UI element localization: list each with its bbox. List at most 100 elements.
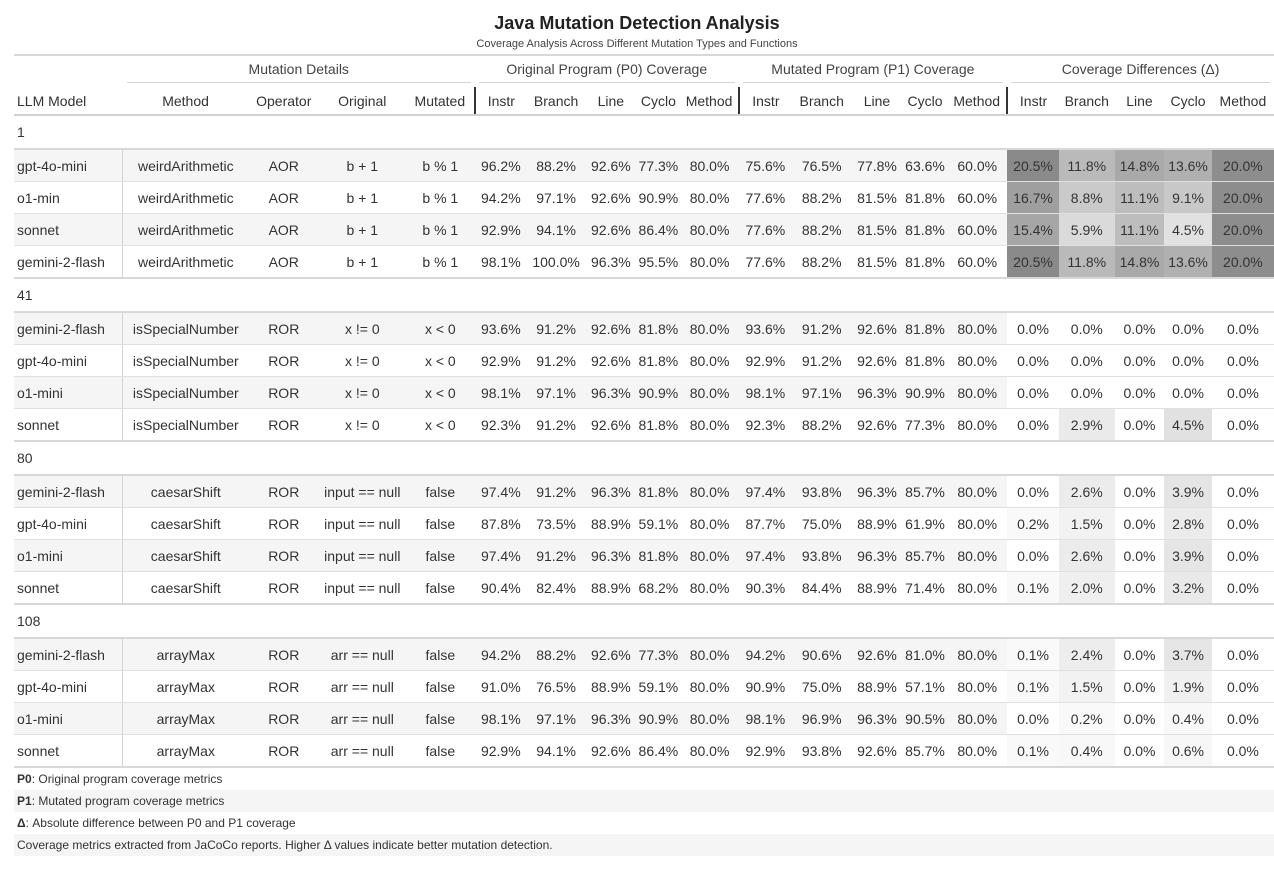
cell-operator: ROR <box>248 312 319 345</box>
cell-p0-branch: 91.2% <box>526 344 586 377</box>
cell-p0-line: 96.3% <box>585 376 637 409</box>
cell-p1-line: 81.5% <box>851 245 903 279</box>
cell-mutated: false <box>405 571 475 605</box>
cell-original: input == null <box>318 507 406 540</box>
cell-p0-cyclo: 81.8% <box>636 539 681 572</box>
cell-p1-branch: 75.0% <box>792 670 852 703</box>
page-subtitle: Coverage Analysis Across Different Mutat… <box>476 38 798 50</box>
cell-p0-method: 80.0% <box>680 213 739 246</box>
cell-p1-cyclo: 81.8% <box>902 245 948 279</box>
footnote: Coverage metrics extracted from JaCoCo r… <box>14 834 1274 856</box>
cell-p1-line: 92.6% <box>851 312 903 345</box>
cell-operator: ROR <box>248 475 319 508</box>
cell-delta-line: 0.0% <box>1114 638 1165 671</box>
cell-delta-cyclo: 3.7% <box>1164 638 1212 671</box>
col-p0-instr: Instr <box>473 87 527 116</box>
cell-delta-line: 0.0% <box>1114 408 1165 442</box>
cell-delta-method: 0.0% <box>1211 475 1274 508</box>
cell-method: weirdArithmetic <box>122 181 249 214</box>
cell-operator: ROR <box>248 638 319 671</box>
cell-mutated: x < 0 <box>405 408 475 442</box>
cell-p0-branch: 88.2% <box>526 638 586 671</box>
cell-method: isSpecialNumber <box>122 376 249 409</box>
cell-p0-method: 80.0% <box>680 702 739 735</box>
cell-original: arr == null <box>318 734 406 768</box>
cell-delta-line: 0.0% <box>1114 571 1165 605</box>
cell-p0-line: 92.6% <box>585 344 637 377</box>
cell-delta-cyclo: 4.5% <box>1164 408 1212 442</box>
cell-mutated: b % 1 <box>405 149 475 182</box>
cell-method: arrayMax <box>122 670 249 703</box>
cell-p0-cyclo: 86.4% <box>636 213 681 246</box>
cell-p1-branch: 93.8% <box>792 734 852 768</box>
col-method: Method <box>122 87 249 116</box>
cell-p0-line: 96.3% <box>585 539 637 572</box>
cell-mutated: false <box>405 702 475 735</box>
cell-delta-cyclo: 1.9% <box>1164 670 1212 703</box>
cell-p1-method: 80.0% <box>947 670 1008 703</box>
cell-p0-instr: 97.4% <box>474 539 527 572</box>
cell-p0-line: 92.6% <box>585 638 637 671</box>
cell-mutated: b % 1 <box>405 181 475 214</box>
cell-delta-line: 11.1% <box>1114 213 1165 246</box>
cell-operator: ROR <box>248 734 319 768</box>
cell-delta-instr: 16.7% <box>1007 181 1059 214</box>
cell-p0-branch: 73.5% <box>526 507 586 540</box>
cell-p0-instr: 97.4% <box>474 475 527 508</box>
cell-delta-instr: 0.0% <box>1007 312 1059 345</box>
cell-delta-branch: 0.0% <box>1058 376 1115 409</box>
cell-llm-model: sonnet <box>14 571 124 605</box>
footnote-text: Coverage metrics extracted from JaCoCo r… <box>17 838 553 852</box>
cell-delta-method: 0.0% <box>1211 670 1274 703</box>
cell-p1-instr: 97.4% <box>738 475 793 508</box>
col-delta-cyclo: Cyclo <box>1164 87 1212 116</box>
cell-p1-method: 60.0% <box>947 245 1008 279</box>
footnote-text: : Mutated program coverage metrics <box>31 794 225 808</box>
cell-p0-cyclo: 90.9% <box>636 702 681 735</box>
cell-operator: ROR <box>248 408 319 442</box>
cell-delta-method: 0.0% <box>1211 734 1274 768</box>
cell-method: weirdArithmetic <box>122 245 249 279</box>
cell-method: weirdArithmetic <box>122 149 249 182</box>
cell-p1-instr: 90.9% <box>738 670 793 703</box>
cell-delta-cyclo: 0.0% <box>1164 376 1212 409</box>
cell-p1-branch: 76.5% <box>792 149 852 182</box>
cell-p0-method: 80.0% <box>680 571 739 605</box>
col-p1-branch: Branch <box>792 87 852 116</box>
footnote-term: P1 <box>17 794 32 808</box>
cell-operator: ROR <box>248 376 319 409</box>
cell-p0-line: 92.6% <box>585 181 637 214</box>
cell-p0-cyclo: 81.8% <box>636 312 681 345</box>
cell-delta-line: 0.0% <box>1114 702 1165 735</box>
cell-delta-branch: 2.6% <box>1058 475 1115 508</box>
cell-p1-instr: 92.3% <box>738 408 793 442</box>
cell-p0-line: 92.6% <box>585 149 637 182</box>
cell-p0-cyclo: 95.5% <box>636 245 681 279</box>
cell-original: x != 0 <box>318 344 406 377</box>
footnote: P0: Original program coverage metrics <box>14 768 1274 790</box>
cell-p1-line: 96.3% <box>851 702 903 735</box>
row-group-label: 80 <box>14 441 1274 476</box>
col-mutated: Mutated <box>405 87 475 116</box>
table-row: gemini-2-flash arrayMax ROR arr == null fals… <box>14 638 1274 671</box>
cell-p1-method: 60.0% <box>947 181 1008 214</box>
cell-p0-method: 80.0% <box>680 408 739 442</box>
cell-delta-instr: 0.0% <box>1007 539 1059 572</box>
cell-original: input == null <box>318 539 406 572</box>
cell-delta-instr: 0.0% <box>1007 408 1059 442</box>
cell-delta-cyclo: 2.8% <box>1164 507 1212 540</box>
cell-p0-cyclo: 59.1% <box>636 670 681 703</box>
cell-p1-branch: 88.2% <box>792 245 852 279</box>
row-group-header: 41 <box>14 278 1274 313</box>
cell-p0-instr: 94.2% <box>474 181 527 214</box>
cell-delta-branch: 11.8% <box>1058 245 1115 279</box>
footnote-term: Δ <box>17 816 26 830</box>
cell-delta-branch: 2.0% <box>1058 571 1115 605</box>
cell-p0-branch: 91.2% <box>526 312 586 345</box>
cell-p1-instr: 92.9% <box>738 734 793 768</box>
cell-p0-cyclo: 81.8% <box>636 344 681 377</box>
cell-p0-instr: 98.1% <box>474 245 527 279</box>
cell-p1-instr: 97.4% <box>738 539 793 572</box>
